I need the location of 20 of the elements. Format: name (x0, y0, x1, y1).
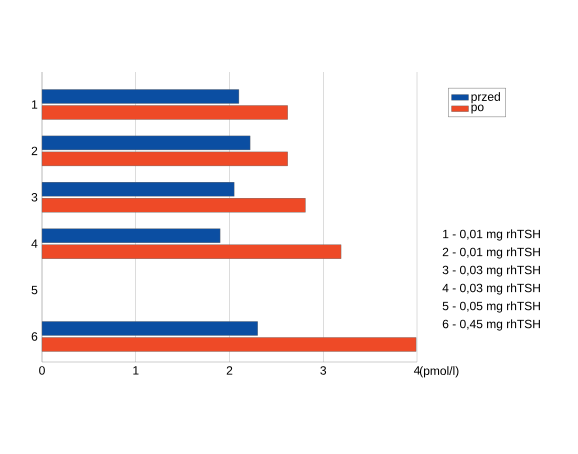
text: 5 - 0,05 mg rhTSH (442, 301, 540, 313)
y-tick-label: 2 (32, 146, 38, 156)
y-tick-label: 5 (32, 286, 38, 294)
x-tick-label: 0 (39, 366, 45, 375)
text: 1 - 0,01 mg rhTSH (443, 229, 540, 241)
x-axis-title: (pmol/l) (420, 366, 458, 378)
y-tick-label: 4 (31, 240, 38, 248)
y-tick-label: 1 (32, 100, 38, 109)
text: 3 - 0,03 mg rhTSH (442, 265, 540, 277)
y-tick-label: 6 (32, 332, 38, 341)
x-tick-label: 1 (133, 366, 139, 374)
x-tick-label: 2 (226, 366, 232, 375)
text: 6 - 0,45 mg rhTSH (442, 319, 540, 331)
text: 2 - 0,01 mg rhTSH (442, 247, 540, 259)
text: 4 - 0,03 mg rhTSH (442, 283, 540, 295)
y-tick-label: 3 (32, 193, 38, 202)
x-tick-label: 4 (414, 366, 420, 374)
legend-label: przed (471, 92, 500, 104)
x-tick-label: 3 (320, 366, 326, 375)
legend-label: po (471, 104, 484, 114)
